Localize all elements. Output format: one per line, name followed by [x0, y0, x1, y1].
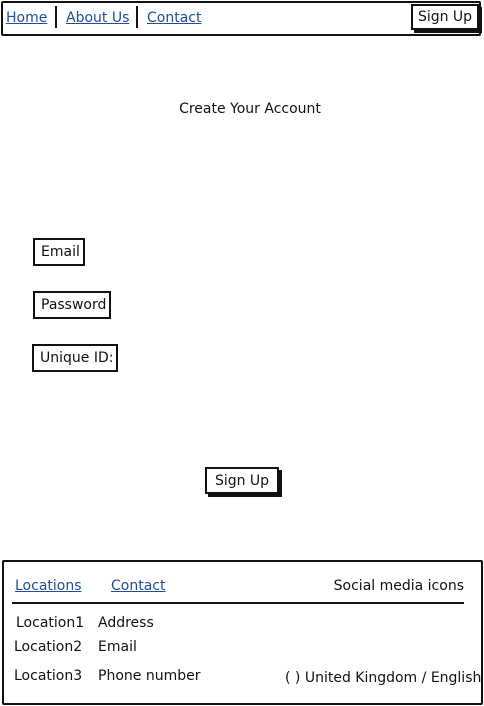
- globe-icon: ( ): [285, 670, 301, 686]
- page-title: Create Your Account: [179, 101, 321, 117]
- location-item: Location1: [16, 615, 85, 631]
- signup-submit-button[interactable]: Sign Up: [205, 467, 279, 494]
- footer-link-contact[interactable]: Contact: [111, 578, 166, 594]
- contact-item-email: Email: [98, 639, 137, 655]
- contact-item-phone: Phone number: [98, 668, 201, 684]
- nav-divider: [55, 6, 57, 28]
- password-field[interactable]: Password: [33, 291, 111, 319]
- footer: [2, 560, 483, 705]
- locale-label: United Kingdom / English: [304, 670, 482, 686]
- footer-divider: [12, 602, 464, 604]
- nav-link-contact[interactable]: Contact: [147, 10, 202, 26]
- location-item: Location2: [14, 639, 83, 655]
- top-nav-bar: [1, 1, 481, 36]
- footer-link-locations[interactable]: Locations: [15, 578, 82, 594]
- header-signup-button[interactable]: Sign Up: [411, 4, 479, 30]
- unique-id-field[interactable]: Unique ID:: [32, 344, 118, 372]
- nav-link-about-us[interactable]: About Us: [66, 10, 130, 26]
- nav-link-home[interactable]: Home: [6, 10, 48, 26]
- location-item: Location3: [14, 668, 83, 684]
- social-media-icons[interactable]: Social media icons: [333, 578, 464, 594]
- locale-selector[interactable]: ( ) United Kingdom / English: [285, 670, 481, 686]
- email-field[interactable]: Email: [33, 238, 85, 266]
- nav-divider: [136, 6, 138, 28]
- contact-item-address: Address: [98, 615, 154, 631]
